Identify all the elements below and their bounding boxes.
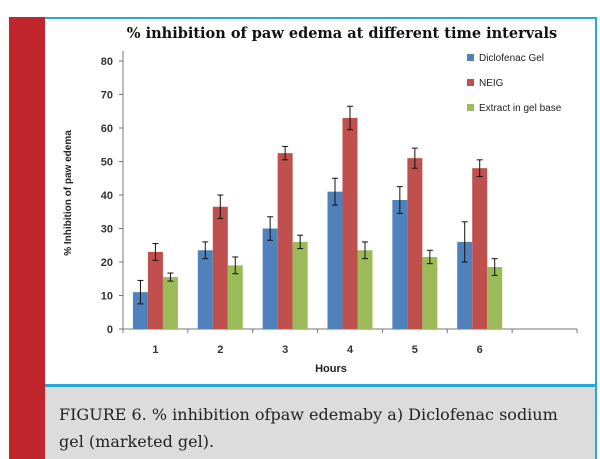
bar bbox=[227, 265, 243, 329]
y-tick-label: 70 bbox=[101, 90, 113, 102]
bar bbox=[487, 267, 503, 329]
legend-label: Extract in gel base bbox=[479, 103, 562, 114]
legend-swatch bbox=[467, 104, 474, 111]
bar bbox=[162, 277, 178, 329]
bar bbox=[422, 256, 438, 329]
bar bbox=[197, 250, 213, 329]
y-tick-label: 60 bbox=[101, 123, 113, 135]
y-tick-label: 40 bbox=[101, 190, 113, 202]
bar bbox=[407, 158, 423, 329]
x-tick-label: 4 bbox=[347, 344, 354, 356]
figure-caption: FIGURE 6. % inhibition ofpaw edemaby a) … bbox=[59, 405, 558, 451]
y-tick-label: 10 bbox=[101, 291, 113, 303]
x-axis-label: Hours bbox=[315, 363, 347, 375]
chart-area: % inhibition of paw edema at different t… bbox=[45, 19, 595, 384]
bar bbox=[147, 251, 163, 329]
bar bbox=[292, 241, 308, 329]
bar bbox=[262, 228, 278, 329]
y-tick-label: 0 bbox=[107, 324, 113, 336]
chart-legend: Diclofenac Gel NEIG Extract in gel base bbox=[467, 53, 562, 114]
bar-chart: % inhibition of paw edema at different t… bbox=[63, 25, 578, 375]
y-axis-label: % Inhibition of paw edema bbox=[63, 130, 74, 256]
legend-swatch bbox=[467, 54, 474, 61]
x-tick-label: 3 bbox=[282, 344, 288, 356]
bar bbox=[392, 200, 408, 329]
legend-label: NEIG bbox=[479, 78, 504, 89]
bar bbox=[342, 117, 358, 329]
bar bbox=[327, 191, 343, 329]
x-tick-label: 2 bbox=[217, 344, 223, 356]
bar bbox=[212, 206, 228, 329]
chart-bars bbox=[132, 105, 503, 329]
chart-title: % inhibition of paw edema at different t… bbox=[127, 25, 557, 42]
red-accent-bar bbox=[9, 17, 45, 459]
y-tick-label: 30 bbox=[101, 224, 113, 236]
bar bbox=[472, 168, 488, 329]
legend-label: Diclofenac Gel bbox=[479, 53, 544, 64]
legend-swatch bbox=[467, 79, 474, 86]
bar bbox=[277, 153, 293, 329]
x-tick-label: 1 bbox=[152, 344, 158, 356]
y-tick-label: 80 bbox=[101, 56, 113, 68]
y-tick-label: 20 bbox=[101, 257, 113, 269]
bar bbox=[357, 250, 373, 329]
y-tick-label: 50 bbox=[101, 157, 113, 169]
bar bbox=[457, 241, 473, 329]
caption-box: FIGURE 6. % inhibition ofpaw edemaby a) … bbox=[45, 387, 595, 459]
caption-divider bbox=[45, 384, 597, 387]
x-tick-label: 5 bbox=[412, 344, 418, 356]
bar bbox=[132, 292, 148, 329]
x-tick-label: 6 bbox=[477, 344, 483, 356]
